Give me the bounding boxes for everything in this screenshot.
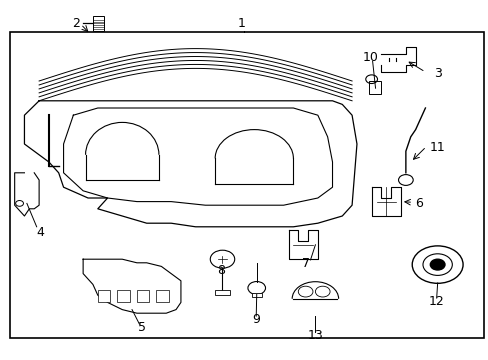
Bar xyxy=(10,32,483,338)
Polygon shape xyxy=(83,259,181,313)
Text: 10: 10 xyxy=(362,51,378,64)
Text: 3: 3 xyxy=(433,67,441,80)
Bar xyxy=(368,81,381,94)
Bar xyxy=(251,293,261,297)
Polygon shape xyxy=(288,230,317,259)
Bar xyxy=(215,290,229,295)
Polygon shape xyxy=(371,187,400,216)
Text: 5: 5 xyxy=(138,321,145,334)
Bar xyxy=(156,290,168,302)
Bar xyxy=(93,16,103,31)
Text: 13: 13 xyxy=(307,329,323,342)
Text: 9: 9 xyxy=(252,313,260,326)
Text: 6: 6 xyxy=(415,197,423,210)
Text: 12: 12 xyxy=(428,295,444,308)
Text: 2: 2 xyxy=(72,17,80,30)
Bar xyxy=(117,290,129,302)
Bar xyxy=(137,290,149,302)
Text: 1: 1 xyxy=(238,17,245,30)
Bar xyxy=(98,290,110,302)
Text: 11: 11 xyxy=(429,141,445,154)
Text: 7: 7 xyxy=(301,257,309,270)
Text: 8: 8 xyxy=(217,264,224,277)
Circle shape xyxy=(429,259,444,270)
Text: 4: 4 xyxy=(36,226,44,239)
